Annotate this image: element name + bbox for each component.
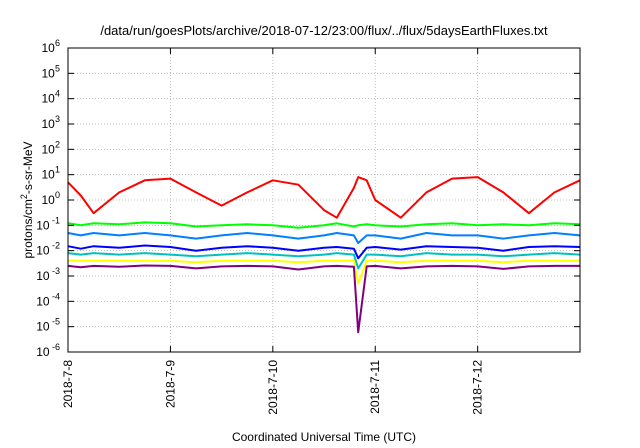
- series-line-1: [67, 176, 581, 219]
- y-axis-label-rest: -s-sr-MeV: [21, 141, 35, 194]
- y-tick-label: 106: [41, 38, 60, 55]
- grid: [67, 48, 580, 352]
- series-line-4: [67, 244, 581, 260]
- series-line-6: [68, 259, 580, 285]
- y-tick-label-exp: -2: [52, 241, 60, 251]
- y-tick-label: 104: [41, 89, 60, 106]
- series-line-5: [67, 252, 581, 270]
- y-tick-label: 10 -4: [36, 291, 60, 308]
- y-tick-label-exp: 1: [55, 165, 60, 175]
- y-tick-label-base: 10: [41, 142, 55, 156]
- y-tick-label-exp: -3: [52, 266, 60, 276]
- y-tick-label-exp: -4: [52, 291, 60, 301]
- y-tick-label-base: 10: [41, 117, 55, 131]
- y-axis-label-base: protons/cm: [21, 199, 35, 258]
- y-tick-label-base: 10: [36, 218, 50, 232]
- y-tick-label-base: 10: [41, 66, 55, 80]
- ticks: [67, 47, 580, 353]
- y-tick-label-exp: 2: [55, 139, 60, 149]
- series-line-2: [67, 221, 581, 229]
- y-tick-label-exp: 6: [55, 38, 60, 48]
- y-tick-label: 105: [41, 63, 60, 80]
- y-tick-label-exp: -6: [52, 342, 60, 352]
- series-group: [67, 176, 581, 334]
- y-tick-label: 10 -5: [36, 317, 60, 334]
- y-tick-label-base: 10: [36, 294, 50, 308]
- y-tick-label-exp: 5: [55, 63, 60, 73]
- x-tick-label: 2018-7-12: [471, 360, 485, 415]
- x-tick-label: 2018-7-10: [266, 360, 280, 415]
- y-tick-label: 100: [41, 190, 60, 207]
- y-tick-label-exp: -5: [52, 317, 60, 327]
- y-tick-label-base: 10: [36, 320, 50, 334]
- y-tick-label-base: 10: [41, 92, 55, 106]
- y-tick-label: 10 -1: [36, 215, 60, 232]
- y-tick-label-base: 10: [41, 41, 55, 55]
- x-tick-label: 2018-7-8: [61, 360, 75, 408]
- series-line-7: [67, 264, 580, 334]
- y-tick-label: 101: [41, 165, 60, 182]
- y-tick-label: 10 -3: [36, 266, 60, 283]
- x-tick-label: 2018-7-11: [368, 360, 382, 414]
- y-tick-label-exp: -1: [52, 215, 60, 225]
- x-tick-labels: 2018-7-8 2018-7-9 2018-7-10 2018-7-11 2018-7…: [61, 360, 485, 415]
- y-tick-label: 103: [41, 114, 60, 131]
- x-tick-label: 2018-7-9: [163, 360, 177, 408]
- x-axis-label: Coordinated Universal Time (UTC): [232, 430, 416, 444]
- y-tick-label: 10 -6: [36, 342, 60, 359]
- y-tick-label: 102: [41, 139, 60, 156]
- series-line-3: [67, 232, 581, 244]
- y-tick-label-exp: 3: [55, 114, 60, 124]
- y-tick-label-exp: 0: [55, 190, 60, 200]
- y-axis-label-sup: 2: [19, 194, 29, 199]
- y-axis-label: protons/cm2-s-sr-MeV: [19, 141, 35, 258]
- chart-title: /data/run/goesPlots/archive/2018-07-12/2…: [100, 23, 548, 38]
- y-tick-label-base: 10: [41, 193, 55, 207]
- y-tick-label-base: 10: [36, 345, 50, 359]
- y-tick-label-base: 10: [36, 244, 50, 258]
- y-tick-label-base: 10: [41, 168, 55, 182]
- y-tick-label-base: 10: [36, 269, 50, 283]
- y-tick-label: 10 -2: [36, 241, 60, 258]
- y-tick-labels: 10-610-510-410-310-210 -11001011021031041…: [36, 38, 60, 359]
- y-tick-label-exp: 4: [55, 89, 60, 99]
